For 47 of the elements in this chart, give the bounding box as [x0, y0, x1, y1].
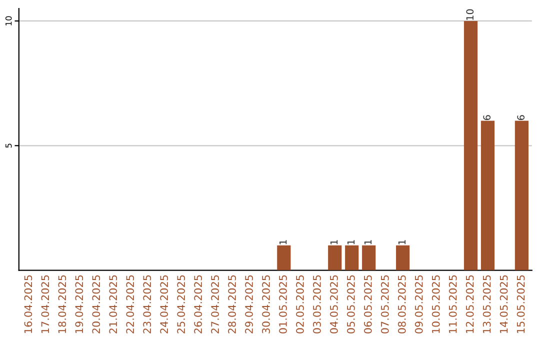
x-tick-label: 28.04.2025 [228, 275, 236, 334]
y-tick-label: 5 [6, 144, 12, 148]
bar [328, 245, 342, 270]
x-tick-label: 27.04.2025 [211, 275, 219, 334]
x-tick-label: 04.05.2025 [330, 275, 338, 334]
x-tick-label: 14.05.2025 [500, 275, 508, 333]
x-tick-label: 15.05.2025 [516, 275, 525, 333]
x-tick-label: 03.05.2025 [313, 275, 321, 334]
data-label: 1 [347, 240, 355, 244]
x-tick-label: 16.04.2025 [24, 275, 32, 333]
x-tick-label: 06.05.2025 [364, 275, 372, 334]
data-label: 1 [364, 240, 372, 244]
data-label: 1 [330, 240, 338, 244]
data-label: 6 [483, 115, 491, 120]
bar [480, 120, 495, 270]
x-tick-label: 08.05.2025 [398, 275, 406, 334]
x-tick-label: 17.04.2025 [41, 275, 50, 333]
x-tick-label: 12.05.2025 [466, 275, 474, 333]
x-tick-label: 05.05.2025 [346, 275, 355, 334]
bar [514, 120, 529, 270]
bar [362, 245, 376, 270]
x-tick-label: 10.05.2025 [432, 275, 440, 333]
data-label: 1 [279, 240, 287, 244]
bar [464, 20, 478, 270]
x-tick-label: 02.05.2025 [296, 275, 304, 334]
x-tick-label: 22.04.2025 [126, 275, 134, 334]
x-tick-label: 01.05.2025 [279, 275, 287, 334]
data-label: 10 [466, 9, 474, 20]
x-tick-label: 19.04.2025 [75, 275, 84, 333]
data-label: 6 [517, 115, 525, 120]
bar [345, 245, 359, 270]
x-tick-label: 25.04.2025 [177, 275, 185, 334]
x-tick-label: 07.05.2025 [380, 275, 389, 334]
x-tick-label: 18.04.2025 [58, 275, 66, 333]
bar [396, 245, 410, 270]
x-tick-label: 30.04.2025 [262, 275, 270, 334]
x-tick-label: 09.05.2025 [414, 275, 423, 334]
x-tick-label: 24.04.2025 [160, 275, 168, 334]
x-tick-label: 21.04.2025 [109, 275, 118, 334]
x-tick-label: 26.04.2025 [194, 275, 202, 334]
x-tick-label: 13.05.2025 [482, 275, 491, 333]
bar [277, 245, 291, 270]
x-tick-label: 11.05.2025 [448, 275, 457, 333]
x-tick-label: 23.04.2025 [143, 275, 152, 334]
data-label: 1 [398, 240, 406, 244]
x-tick-label: 20.04.2025 [92, 275, 100, 334]
x-tick-label: 29.04.2025 [245, 275, 253, 334]
